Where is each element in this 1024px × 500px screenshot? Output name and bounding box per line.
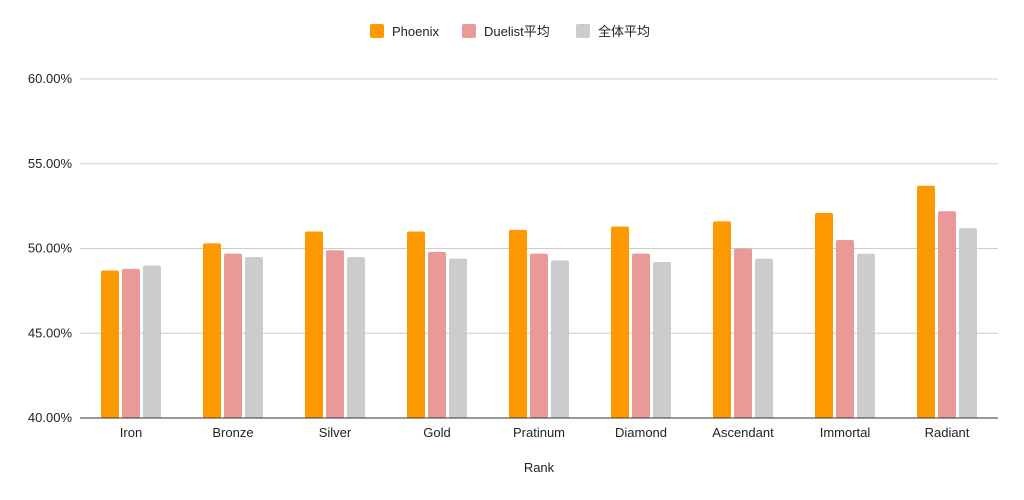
bar-bronze-series-2	[224, 253, 242, 418]
y-tick-label: 60.00%	[28, 71, 73, 86]
bar-pratinum-series-2	[530, 253, 548, 418]
bar-gold-series-3	[449, 258, 467, 418]
legend-swatch	[370, 24, 384, 38]
bar-immortal-series-2	[836, 240, 854, 418]
bar-radiant-series-2	[938, 211, 956, 418]
bar-gold-series-1	[407, 231, 425, 418]
legend-label: 全体平均	[598, 24, 650, 39]
x-category-label: Bronze	[212, 425, 253, 440]
bar-diamond-series-2	[632, 253, 650, 418]
legend-swatch	[576, 24, 590, 38]
bar-immortal-series-1	[815, 212, 833, 418]
y-tick-label: 50.00%	[28, 241, 73, 256]
bar-pratinum-series-1	[509, 229, 527, 418]
y-axis-ticks: 40.00% 45.00% 50.00% 55.00% 60.00%	[28, 71, 73, 425]
legend: Phoenix Duelist平均 全体平均	[370, 24, 650, 39]
bar-radiant-series-1	[917, 185, 935, 418]
legend-label: Duelist平均	[484, 24, 550, 39]
bar-pratinum-series-3	[551, 260, 569, 418]
bar-bronze-series-1	[203, 243, 221, 418]
legend-swatch	[462, 24, 476, 38]
bars	[80, 185, 998, 419]
bar-diamond-series-1	[611, 226, 629, 418]
x-category-label: Silver	[319, 425, 352, 440]
bar-iron-series-2	[122, 268, 140, 418]
bar-immortal-series-3	[857, 253, 875, 418]
bar-silver-series-1	[305, 231, 323, 418]
bar-iron-series-1	[101, 270, 119, 418]
bar-silver-series-3	[347, 256, 365, 418]
y-tick-label: 40.00%	[28, 410, 73, 425]
y-tick-label: 55.00%	[28, 156, 73, 171]
x-category-label: Immortal	[820, 425, 871, 440]
bar-ascendant-series-3	[755, 258, 773, 418]
x-category-label: Diamond	[615, 425, 667, 440]
x-category-label: Ascendant	[712, 425, 774, 440]
y-tick-label: 45.00%	[28, 325, 73, 340]
bar-ascendant-series-1	[713, 221, 731, 418]
x-category-label: Gold	[423, 425, 450, 440]
x-axis-title: Rank	[524, 460, 555, 475]
bar-diamond-series-3	[653, 262, 671, 418]
bar-gold-series-2	[428, 251, 446, 418]
legend-label: Phoenix	[392, 24, 439, 39]
bar-ascendant-series-2	[734, 248, 752, 418]
x-category-label: Radiant	[925, 425, 970, 440]
x-axis-categories: Iron Bronze Silver Gold Pratinum Diamond Ascen…	[120, 425, 970, 440]
bar-bronze-series-3	[245, 256, 263, 418]
bar-silver-series-2	[326, 250, 344, 418]
bar-iron-series-3	[143, 265, 161, 418]
x-category-label: Iron	[120, 425, 142, 440]
bar-radiant-series-3	[959, 228, 977, 418]
x-category-label: Pratinum	[513, 425, 565, 440]
